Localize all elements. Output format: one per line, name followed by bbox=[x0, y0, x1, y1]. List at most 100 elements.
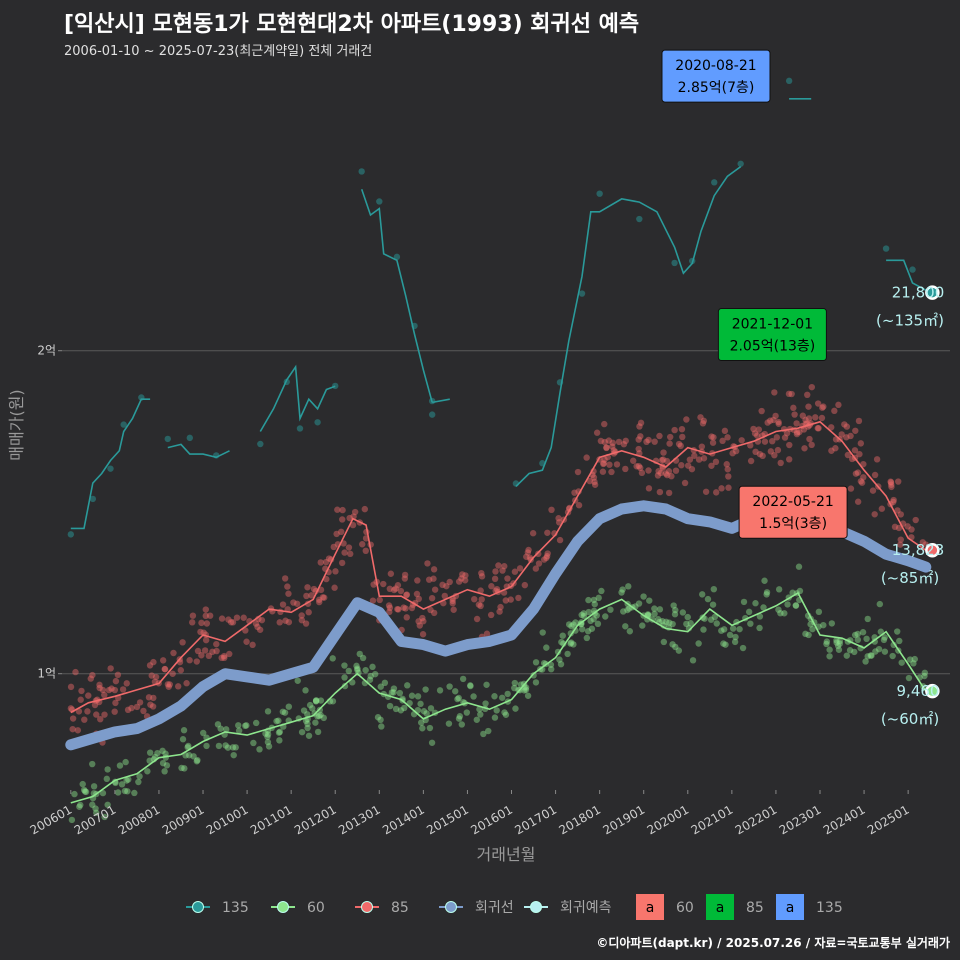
transaction-point-60 bbox=[473, 716, 481, 723]
transaction-point-60 bbox=[314, 713, 321, 720]
transaction-point-85 bbox=[635, 436, 642, 443]
transaction-point-85 bbox=[386, 585, 394, 593]
transaction-point-85 bbox=[202, 606, 210, 613]
transaction-point-60 bbox=[578, 620, 585, 628]
y-tick-label: 1억 bbox=[37, 667, 56, 681]
transaction-point-85 bbox=[636, 423, 643, 430]
transaction-point-85 bbox=[759, 452, 766, 460]
transaction-point-85 bbox=[805, 403, 812, 410]
transaction-point-60 bbox=[921, 669, 929, 676]
transaction-point-85 bbox=[477, 602, 484, 610]
transaction-point-85 bbox=[450, 606, 457, 613]
transaction-point-85 bbox=[725, 473, 732, 480]
chart-labels: 21,800 (~135㎡) 13,823 (~85㎡) 9,460 (~60㎡) 2020… bbox=[661, 49, 944, 728]
transaction-point-85 bbox=[430, 575, 437, 582]
transaction-point-85 bbox=[591, 478, 598, 486]
legend-box-label[interactable]: 60 bbox=[676, 900, 694, 916]
transaction-point-85 bbox=[788, 390, 795, 398]
transaction-point-60 bbox=[452, 688, 459, 695]
transaction-point-60 bbox=[121, 787, 129, 795]
transaction-point-60 bbox=[312, 697, 320, 705]
transaction-point-85 bbox=[227, 619, 235, 626]
transaction-point-85 bbox=[72, 668, 79, 676]
transaction-point-60 bbox=[162, 750, 169, 757]
transaction-point-60 bbox=[68, 816, 76, 824]
transaction-point-85 bbox=[606, 461, 613, 468]
transaction-point-60 bbox=[123, 777, 130, 784]
transaction-point-85 bbox=[854, 498, 862, 505]
transaction-point-60 bbox=[669, 641, 676, 648]
transaction-point-85 bbox=[844, 451, 852, 459]
transaction-point-85 bbox=[774, 446, 782, 454]
transaction-point-60 bbox=[595, 594, 602, 602]
legend-box-label[interactable]: 135 bbox=[816, 900, 843, 916]
transaction-point-60 bbox=[79, 780, 86, 788]
transaction-point-85 bbox=[637, 419, 645, 427]
transaction-point-60 bbox=[834, 642, 842, 650]
transaction-point-85 bbox=[771, 451, 778, 459]
transaction-point-60 bbox=[455, 694, 462, 702]
transaction-point-85 bbox=[165, 683, 172, 690]
transaction-point-60 bbox=[864, 653, 871, 660]
transaction-point-85 bbox=[200, 629, 207, 636]
transaction-point-60 bbox=[262, 730, 269, 737]
transaction-point-60 bbox=[369, 663, 376, 671]
legend-회귀선-key-dot bbox=[445, 901, 457, 913]
transaction-point-60 bbox=[82, 788, 90, 796]
transaction-point-85 bbox=[225, 616, 232, 623]
transaction-point-60 bbox=[710, 585, 718, 593]
legend-label[interactable]: 60 bbox=[307, 900, 325, 916]
legend[interactable]: 135 60 85 회귀선 회귀예측 a 60 a 85 a 135 bbox=[186, 894, 843, 920]
transaction-point-60 bbox=[264, 731, 272, 738]
transaction-point-85 bbox=[895, 478, 902, 485]
transaction-point-135 bbox=[737, 160, 744, 167]
transaction-point-85 bbox=[755, 426, 762, 433]
transaction-point-60 bbox=[397, 707, 405, 714]
transaction-point-60 bbox=[522, 686, 530, 693]
transaction-point-85 bbox=[420, 618, 427, 625]
transaction-point-60 bbox=[760, 604, 767, 611]
transaction-point-85 bbox=[298, 616, 306, 624]
transaction-point-85 bbox=[887, 479, 895, 486]
transaction-point-85 bbox=[724, 466, 731, 473]
transaction-point-60 bbox=[646, 597, 653, 604]
transaction-point-85 bbox=[101, 691, 108, 699]
transaction-point-85 bbox=[220, 652, 228, 660]
transaction-point-60 bbox=[894, 628, 901, 635]
transaction-point-60 bbox=[580, 610, 587, 617]
transaction-point-85 bbox=[613, 461, 621, 468]
transaction-point-60 bbox=[823, 638, 831, 645]
transaction-point-85 bbox=[413, 590, 421, 598]
legend-label[interactable]: 85 bbox=[391, 900, 409, 916]
transaction-point-85 bbox=[471, 595, 478, 603]
transaction-point-60 bbox=[122, 758, 129, 766]
transaction-point-135 bbox=[358, 168, 365, 175]
transaction-point-85 bbox=[74, 727, 82, 734]
transaction-point-60 bbox=[585, 596, 592, 604]
transaction-point-60 bbox=[235, 727, 243, 734]
transaction-point-60 bbox=[640, 593, 647, 600]
transaction-point-60 bbox=[408, 692, 416, 699]
trend-line-135 bbox=[515, 165, 742, 487]
transaction-point-85 bbox=[684, 462, 692, 469]
transaction-point-60 bbox=[250, 739, 257, 747]
transaction-point-85 bbox=[651, 438, 658, 445]
legend-label[interactable]: 135 bbox=[222, 900, 249, 916]
forecast-point-85 bbox=[925, 542, 940, 558]
transaction-point-85 bbox=[620, 441, 628, 448]
transaction-point-85 bbox=[475, 601, 483, 608]
transaction-point-60 bbox=[731, 638, 739, 646]
legend-box-label[interactable]: 85 bbox=[746, 900, 764, 916]
legend-label[interactable]: 회귀예측 bbox=[560, 900, 612, 916]
transaction-point-85 bbox=[721, 427, 729, 435]
transaction-point-60 bbox=[371, 670, 379, 678]
transaction-point-85 bbox=[226, 650, 233, 658]
legend-label[interactable]: 회귀선 bbox=[475, 900, 514, 916]
transaction-point-85 bbox=[890, 498, 897, 506]
transaction-point-60 bbox=[264, 708, 272, 715]
transaction-point-60 bbox=[835, 646, 843, 653]
transaction-point-85 bbox=[814, 400, 822, 407]
transaction-point-85 bbox=[523, 553, 530, 560]
transaction-point-60 bbox=[584, 628, 592, 635]
transaction-point-85 bbox=[397, 587, 405, 595]
